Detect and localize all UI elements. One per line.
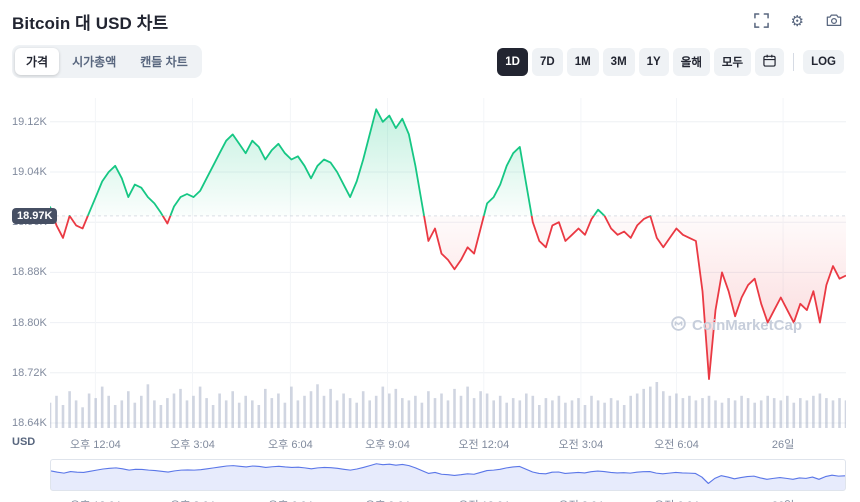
screenshot-button[interactable] — [826, 13, 842, 30]
watermark-text: CoinMarketCap — [691, 317, 802, 334]
tab-marketcap[interactable]: 시가총액 — [61, 48, 127, 75]
range-1d[interactable]: 1D — [497, 47, 528, 76]
fullscreen-button[interactable] — [753, 12, 769, 31]
header-icons: ⚙ — [753, 12, 842, 31]
header: Bitcoin 대 USD 차트 ⚙ — [0, 0, 860, 34]
tab-price[interactable]: 가격 — [15, 48, 60, 75]
range-ytd[interactable]: 올해 — [672, 47, 710, 76]
calendar-icon — [763, 54, 776, 70]
navigator-axis-label: 오전 12:04 — [458, 497, 509, 502]
price-chart-svg — [50, 98, 846, 428]
navigator-scrubber[interactable] — [50, 459, 846, 491]
page-title: Bitcoin 대 USD 차트 — [12, 14, 169, 33]
fullscreen-icon — [753, 12, 769, 31]
x-axis-label: 오후 6:04 — [268, 439, 313, 451]
current-price-badge: 18.97K — [12, 207, 58, 224]
y-axis-label: 19.12K — [12, 115, 47, 128]
calendar-button[interactable] — [755, 47, 785, 76]
navigator-axis-label: 오후 3:04 — [170, 497, 215, 502]
range-controls: 1D 7D 1M 3M 1Y 올해 모두 LOG — [497, 47, 844, 76]
x-axis-label: 오전 3:04 — [558, 439, 604, 451]
x-axis: USD 오후 12:04 오후 3:04 오후 6:04 오후 9:04 오전 12:0… — [12, 435, 846, 451]
y-axis-label: 19.04K — [12, 166, 47, 178]
camera-icon — [826, 13, 842, 30]
navigator-axis-label: 오후 12:04 — [70, 497, 121, 502]
x-axis-label: 오전 6:04 — [654, 439, 699, 451]
navigator-axis-label: 26일 — [772, 497, 794, 502]
chart-controls: 가격 시가총액 캔들 차트 1D 7D 1M 3M 1Y 올해 모두 LOG — [12, 45, 844, 78]
y-axis-label: 18.80K — [12, 316, 47, 329]
y-axis-label: 18.64K — [12, 417, 47, 429]
navigator-svg — [51, 463, 845, 490]
navigator-axis: 오후 12:04 오후 3:04 오후 6:04 오후 9:04 오전 12:04 오전 … — [12, 496, 846, 502]
x-axis-label: 오후 3:04 — [170, 439, 215, 451]
x-axis-label: 오전 12:04 — [458, 439, 510, 451]
coinmarketcap-logo-icon — [671, 316, 686, 335]
range-1m[interactable]: 1M — [566, 47, 599, 76]
settings-button[interactable]: ⚙ — [791, 14, 804, 29]
range-1y[interactable]: 1Y — [638, 47, 669, 76]
range-3m[interactable]: 3M — [602, 47, 635, 76]
x-axis-label: 오후 12:04 — [69, 439, 121, 451]
divider — [793, 52, 795, 71]
navigator-axis-label: 오후 9:04 — [365, 497, 410, 502]
navigator-axis-label: 오전 6:04 — [654, 497, 699, 502]
navigator-axis-label: 오전 3:04 — [559, 497, 604, 502]
gear-icon: ⚙ — [790, 13, 804, 30]
range-all[interactable]: 모두 — [713, 47, 752, 76]
range-7d[interactable]: 7D — [531, 47, 563, 76]
currency-label: USD — [12, 436, 36, 448]
y-axis-label: 18.72K — [12, 366, 47, 379]
y-axis-label: 18.88K — [12, 266, 47, 279]
navigator-axis-label: 오후 6:04 — [268, 497, 313, 502]
range-buttons: 1D 7D 1M 3M 1Y 올해 모두 — [497, 47, 752, 76]
x-axis-label: 26일 — [771, 439, 795, 451]
tab-candle[interactable]: 캔들 차트 — [129, 48, 199, 75]
log-scale-button[interactable]: LOG — [803, 49, 844, 74]
watermark: CoinMarketCap — [671, 316, 802, 335]
price-chart[interactable]: 18.97K CoinMarketCap 19.12K19.04K18.96K1… — [12, 98, 846, 429]
x-axis-label: 오후 9:04 — [365, 439, 410, 451]
chart-type-tabs: 가격 시가총액 캔들 차트 — [12, 45, 202, 78]
